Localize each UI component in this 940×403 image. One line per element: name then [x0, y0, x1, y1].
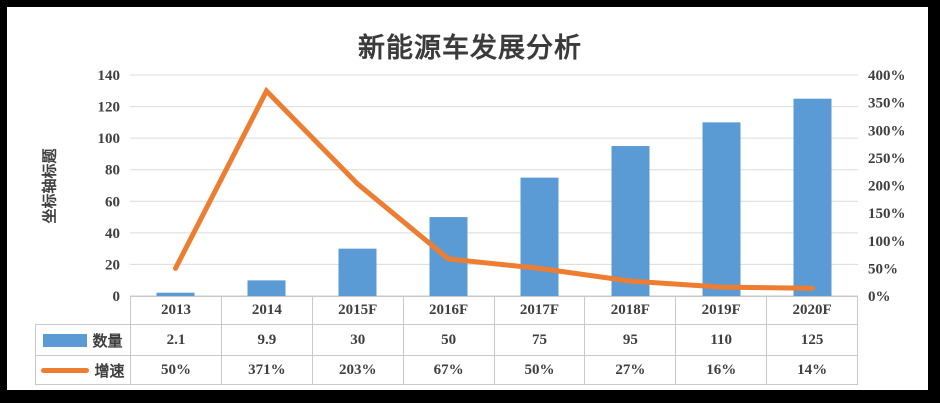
value-cell-数量-2019F: 110 — [675, 324, 768, 356]
y-axis-tick-label: 0 — [113, 289, 121, 305]
y-axis-tick-label: 40 — [105, 226, 120, 242]
y2-axis-tick-label: 350% — [868, 96, 906, 112]
category-header-2014: 2014 — [220, 296, 313, 325]
growth-line — [173, 86, 815, 291]
y2-axis-tick-label: 100% — [868, 234, 906, 250]
y-axis-tick-label: 140 — [98, 68, 121, 84]
category-header-2016F: 2016F — [402, 296, 495, 325]
category-header-2020F: 2020F — [766, 296, 858, 325]
y2-axis-tick-label: 150% — [868, 206, 906, 222]
y2-axis-tick-label: 250% — [868, 151, 906, 167]
y2-axis-tick-label: 0% — [868, 289, 891, 305]
y-axis-tick-label: 60 — [105, 194, 120, 210]
value-cell-增速-2019F: 16% — [675, 355, 768, 385]
y-axis-tick-label: 20 — [105, 257, 120, 273]
legend-cell-quantity: 数量 — [35, 324, 131, 356]
legend-label: 数量 — [92, 333, 123, 350]
value-cell-增速-2015F: 203% — [311, 355, 404, 385]
bar-2020F — [793, 98, 832, 296]
value-cell-增速-2014: 371% — [220, 355, 313, 385]
line-legend-swatch-icon — [41, 367, 90, 373]
category-header-2019F: 2019F — [675, 296, 768, 325]
bar-2014 — [247, 280, 286, 296]
bar-2019F — [702, 122, 741, 296]
bar-2013 — [156, 292, 195, 296]
bar-2018F — [611, 146, 650, 296]
value-cell-数量-2015F: 30 — [311, 324, 404, 356]
y2-axis-tick-label: 200% — [868, 179, 906, 195]
legend-label: 增速 — [94, 363, 125, 380]
value-cell-增速-2013: 50% — [130, 355, 222, 385]
legend-cell-growth: 增速 — [35, 355, 131, 385]
value-cell-数量-2014: 9.9 — [220, 324, 313, 356]
category-header-2013: 2013 — [130, 296, 222, 325]
value-cell-增速-2016F: 67% — [402, 355, 495, 385]
value-cell-数量-2017F: 75 — [493, 324, 586, 356]
category-header-2018F: 2018F — [584, 296, 677, 325]
value-cell-数量-2013: 2.1 — [130, 324, 222, 356]
data-table: 2013 2014 2015F 2016F 2017F 2018F 2019F 2020F 数量… — [35, 296, 858, 385]
y-axis-tick-label: 100 — [98, 131, 121, 147]
y2-axis-tick-label: 400% — [868, 68, 906, 84]
y-axis-tick-label: 80 — [105, 163, 120, 179]
chart-title: 新能源车发展分析 — [358, 33, 582, 63]
bar-legend-swatch-icon — [43, 333, 88, 347]
table-corner-cell — [36, 297, 131, 325]
value-cell-数量-2018F: 95 — [584, 324, 677, 356]
category-header-2017F: 2017F — [493, 296, 586, 325]
legend-entry: 数量 — [37, 330, 130, 351]
value-cell-增速-2018F: 27% — [584, 355, 677, 385]
category-header-2015F: 2015F — [311, 296, 404, 325]
y2-axis-tick-label: 300% — [868, 123, 906, 139]
value-cell-数量-2016F: 50 — [402, 324, 495, 356]
value-cell-增速-2020F: 14% — [766, 355, 858, 385]
bar-2017F — [520, 177, 559, 296]
bar-2015F — [338, 248, 377, 296]
y2-axis-tick-label: 50% — [868, 261, 898, 277]
legend-entry: 增速 — [37, 360, 130, 381]
value-cell-数量-2020F: 125 — [766, 324, 858, 356]
value-cell-增速-2017F: 50% — [493, 355, 586, 385]
y-axis-tick-label: 120 — [98, 100, 121, 116]
